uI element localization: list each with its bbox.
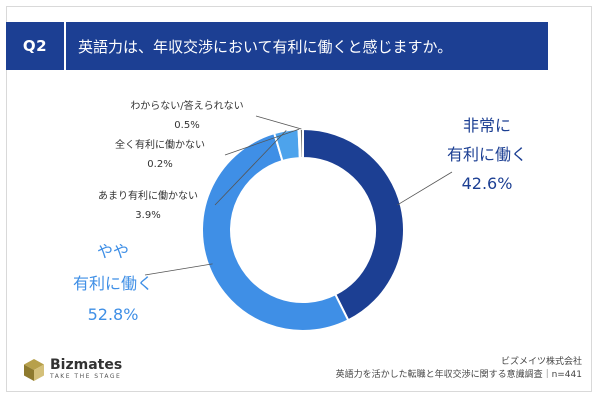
slice-dont-know: [298, 127, 304, 160]
brand-tagline: TAKE THE STAGE: [50, 373, 122, 380]
leader-somewhat-advantageous: [144, 263, 213, 276]
label-somewhat-advantageous-line1: やや: [97, 242, 129, 261]
bizmates-logo-icon: [24, 358, 44, 381]
donut-slices: [201, 127, 405, 332]
label-dont-know: わからない/答えられない: [130, 99, 243, 112]
question-title: 英語力は、年収交渉において有利に働くと感じますか。: [78, 37, 453, 56]
value-dont-know: 0.5%: [174, 120, 199, 131]
label-not-very: あまり有利に働かない: [98, 189, 198, 202]
label-very-advantageous-line2: 有利に働く: [447, 145, 527, 164]
label-not-at-all: 全く有利に働かない: [115, 138, 205, 151]
value-very-advantageous: 42.6%: [462, 174, 513, 193]
leader-not-at-all: [224, 128, 300, 156]
leader-dont-know: [255, 115, 302, 130]
brand-logo: Bizmates TAKE THE STAGE: [24, 358, 122, 381]
survey-name: 英語力を活かした転職と年収交渉に関する意識調査｜n=441: [335, 370, 582, 380]
label-somewhat-advantageous-line2: 有利に働く: [73, 274, 153, 293]
label-very-advantageous-line1: 非常に: [463, 116, 511, 135]
company-name: ビズメイツ株式会社: [500, 357, 582, 367]
question-number: Q2: [6, 22, 66, 70]
value-not-at-all: 0.2%: [147, 159, 172, 170]
value-not-very: 3.9%: [135, 210, 160, 221]
question-header: Q2 英語力は、年収交渉において有利に働くと感じますか。: [6, 22, 548, 70]
slice-somewhat-advantageous: [201, 131, 350, 332]
value-somewhat-advantageous: 52.8%: [88, 305, 139, 324]
source-note: ビズメイツ株式会社 英語力を活かした転職と年収交渉に関する意識調査｜n=441: [336, 356, 582, 382]
leader-not-very: [214, 130, 287, 206]
brand-name: Bizmates: [50, 357, 123, 373]
slice-very-advantageous: [302, 127, 405, 322]
leader-lines: [144, 115, 453, 276]
leader-very-advantageous: [396, 171, 453, 206]
